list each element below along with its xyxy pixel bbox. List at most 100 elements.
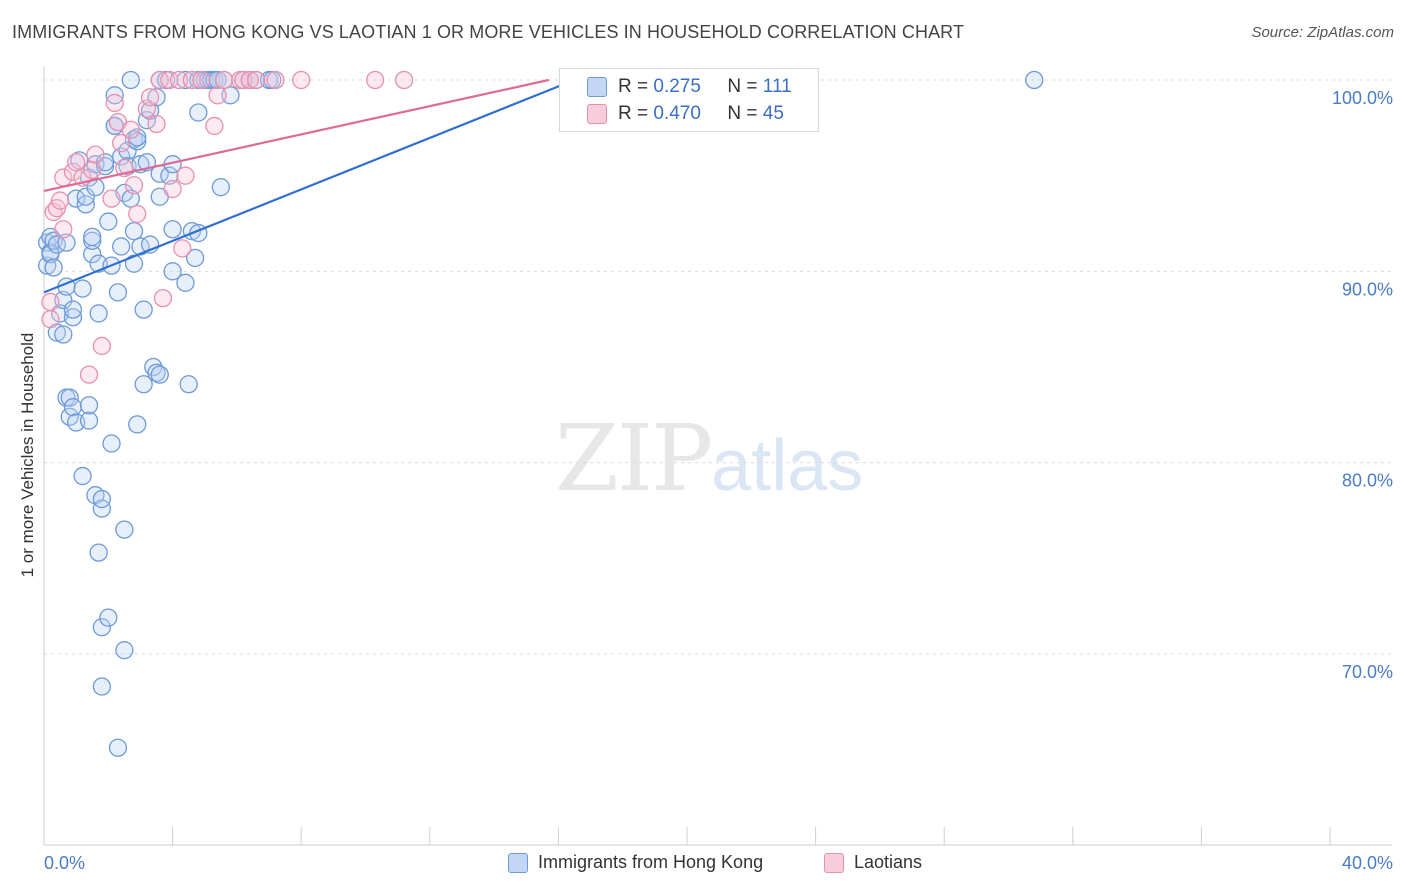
series-laotians-points (41, 70, 414, 384)
laotian-point (182, 70, 202, 90)
legend-n-label: N = (727, 103, 758, 124)
hong-kong-point (92, 489, 112, 509)
laotian-point (234, 70, 253, 90)
hong-kong-point (102, 434, 121, 453)
legend-r-value: 0.275 (653, 76, 701, 97)
legend-row-laotians: R = 0.470 N = 45 (618, 102, 784, 126)
hong-kong-point (92, 677, 112, 696)
laotian-point (292, 70, 311, 90)
laotian-point (208, 86, 227, 105)
watermark-zip: ZIP (555, 405, 713, 512)
laotian-point (41, 292, 60, 312)
y-tick-label: 80.0% (1342, 471, 1393, 491)
bottom-legend-laotians: Laotians (824, 852, 922, 873)
hong-kong-point (79, 411, 99, 430)
laotian-point (169, 70, 189, 90)
hong-kong-point (99, 212, 118, 231)
laotian-point (50, 191, 70, 210)
laotian-point (121, 120, 140, 139)
hong-kong-point (163, 262, 182, 281)
hong-kong-point (99, 608, 118, 627)
hong-kong-point (83, 227, 102, 247)
hong-kong-point (189, 103, 208, 122)
hong-kong-point (63, 300, 83, 319)
correlation-legend: R = 0.275 N = 111 R = 0.470 N = 45 (559, 68, 819, 132)
y-axis-title: 1 or more Vehicles in Household (18, 332, 37, 578)
laotian-point (176, 166, 195, 185)
watermark: ZIPatlas (555, 405, 863, 512)
hong-kong-point (121, 70, 140, 90)
laotian-point (247, 70, 266, 90)
laotian-point (79, 365, 99, 384)
hong-kong-point (63, 398, 83, 417)
hong-kong-point (76, 195, 95, 214)
hong-kong-point (121, 189, 140, 208)
hong-kong-point (76, 187, 95, 206)
legend-n-value: 45 (762, 103, 784, 124)
hong-kong-point (44, 258, 63, 277)
hong-kong-point (60, 388, 79, 407)
trend-line-hong-kong (43, 78, 575, 294)
legend-row-hong-kong: R = 0.275 N = 111 (618, 75, 792, 99)
laotian-point (112, 133, 131, 153)
bottom-legend-label: Immigrants from Hong Kong (538, 852, 764, 872)
legend-r-value: 0.470 (653, 103, 701, 124)
watermark-atlas: atlas (711, 426, 864, 506)
y-tick-label: 90.0% (1342, 279, 1393, 299)
hong-kong-point (128, 415, 147, 434)
laotian-point (128, 204, 147, 224)
hong-kong-point (208, 70, 227, 90)
source-label: Source: ZipAtlas.com (1251, 24, 1394, 41)
laotian-point (163, 179, 182, 199)
laotian-point (137, 99, 157, 118)
bottom-legend-swatch-hong-kong (508, 852, 528, 873)
laotian-point (86, 145, 105, 164)
laotian-point (102, 189, 121, 208)
hong-kong-point (73, 466, 92, 486)
laotian-point (214, 70, 234, 90)
hong-kong-point (92, 618, 112, 637)
hong-kong-point (63, 308, 83, 327)
chart-title: IMMIGRANTS FROM HONG KONG VS LAOTIAN 1 O… (12, 22, 965, 42)
hong-kong-point (211, 177, 230, 197)
hong-kong-point (89, 543, 108, 562)
laotian-point (394, 70, 414, 90)
laotian-point (173, 239, 192, 258)
hong-kong-point (147, 363, 166, 382)
x-tick-label-min: 0.0% (44, 853, 86, 873)
hong-kong-point (41, 244, 60, 264)
trend-line-laotians (43, 78, 549, 193)
laotian-point (63, 162, 83, 181)
x-tick-label-max: 40.0% (1341, 853, 1393, 873)
hong-kong-point (221, 86, 240, 105)
hong-kong-point (115, 641, 134, 660)
hong-kong-point (176, 273, 195, 292)
laotian-point (266, 70, 285, 90)
hong-kong-point (89, 304, 108, 323)
laotian-point (105, 93, 124, 113)
hong-kong-point (105, 86, 124, 105)
laotian-point (150, 70, 169, 90)
y-tick-labels: 70.0% 80.0% 90.0% 100.0% (1332, 88, 1393, 682)
hong-kong-point (54, 325, 73, 344)
hong-kong-point (179, 375, 198, 394)
hong-kong-point (150, 365, 169, 384)
axes (43, 66, 1392, 846)
legend-n-value: 111 (762, 76, 792, 97)
hong-kong-point (134, 375, 153, 394)
laotian-point (41, 310, 60, 329)
laotian-point (192, 70, 211, 90)
laotian-point (240, 70, 259, 90)
y-tick-label: 70.0% (1342, 662, 1393, 682)
bottom-legend-label: Laotians (854, 852, 923, 872)
laotian-point (153, 288, 173, 308)
hong-kong-point (73, 279, 92, 298)
hong-kong-point (108, 283, 128, 302)
laotian-point (124, 176, 144, 195)
trend-lines (43, 78, 575, 294)
hong-kong-point (112, 237, 131, 256)
laotian-point (140, 88, 160, 107)
laotian-point (147, 114, 166, 134)
bottom-legend-swatch-laotians (824, 852, 844, 873)
hong-kong-point (38, 256, 57, 275)
